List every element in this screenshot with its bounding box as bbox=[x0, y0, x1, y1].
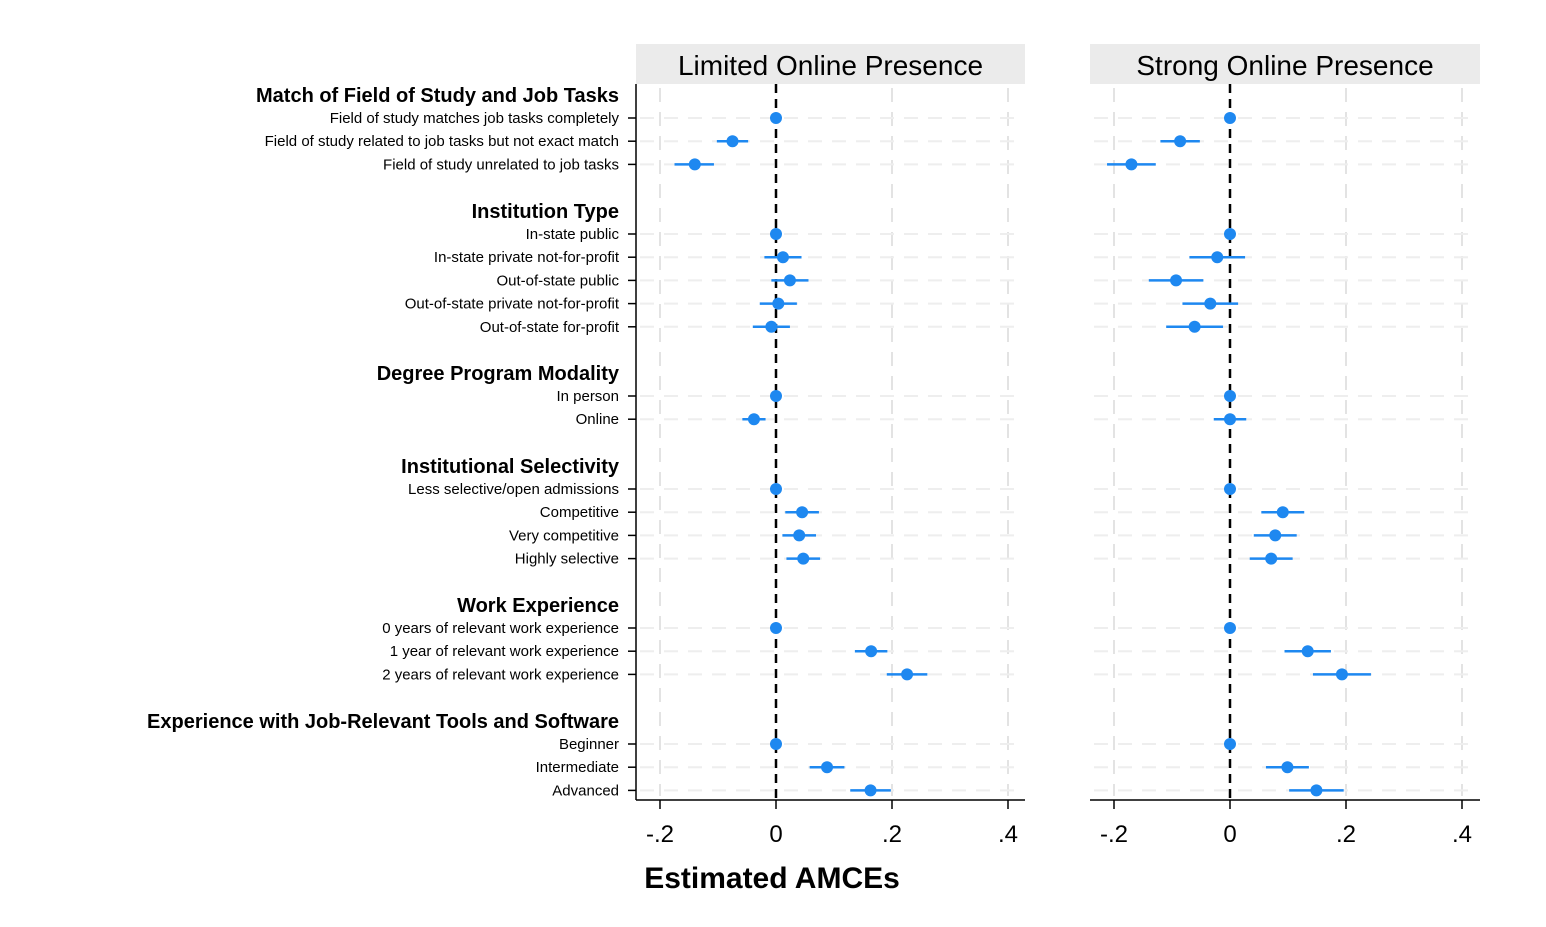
point-estimate bbox=[770, 483, 782, 495]
point-estimate bbox=[776, 251, 789, 264]
point-estimate bbox=[1170, 274, 1183, 287]
group-title: Degree Program Modality bbox=[377, 363, 620, 385]
row-label: In-state public bbox=[526, 226, 620, 243]
row-label: Very competitive bbox=[509, 527, 619, 544]
row-label: Intermediate bbox=[536, 759, 619, 776]
point-estimate bbox=[770, 390, 782, 402]
point-estimate bbox=[1310, 784, 1323, 797]
x-tick-label: -.2 bbox=[1100, 821, 1128, 848]
row-label: 1 year of relevant work experience bbox=[390, 643, 619, 660]
point-estimate bbox=[864, 784, 877, 797]
x-axis-title: Estimated AMCEs bbox=[644, 862, 900, 895]
row-label: In-state private not-for-profit bbox=[434, 249, 620, 266]
x-tick-label: .2 bbox=[882, 821, 902, 848]
point-estimate bbox=[797, 552, 810, 565]
point-estimate bbox=[726, 135, 739, 148]
row-label: Field of study matches job tasks complet… bbox=[330, 110, 620, 127]
row-label: Field of study unrelated to job tasks bbox=[383, 156, 619, 173]
point-estimate bbox=[1224, 228, 1236, 240]
point-estimate bbox=[1224, 622, 1236, 634]
row-label: Online bbox=[576, 411, 619, 428]
row-labels: Match of Field of Study and Job Tasks Ins… bbox=[147, 85, 620, 799]
row-label: In person bbox=[556, 388, 619, 405]
point-estimate bbox=[1224, 112, 1236, 124]
group-title: Institution Type bbox=[472, 201, 619, 223]
panel-header bbox=[1090, 44, 1480, 84]
point-estimate bbox=[1125, 158, 1138, 171]
point-estimate bbox=[770, 738, 782, 750]
point-estimate bbox=[770, 228, 782, 240]
point-estimate bbox=[1224, 483, 1236, 495]
row-label: Highly selective bbox=[515, 551, 619, 568]
group-title: Work Experience bbox=[457, 595, 619, 617]
point-estimate bbox=[1265, 552, 1278, 565]
x-tick-label: .4 bbox=[998, 821, 1018, 848]
panel-title: Strong Online Presence bbox=[1136, 50, 1433, 81]
point-estimate bbox=[747, 413, 760, 426]
point-estimate bbox=[1211, 251, 1224, 264]
point-estimate bbox=[796, 506, 809, 519]
panel-header bbox=[636, 44, 1025, 84]
group-title: Match of Field of Study and Job Tasks bbox=[256, 85, 619, 107]
x-tick-label: .4 bbox=[1452, 821, 1472, 848]
point-estimate bbox=[821, 761, 834, 774]
x-tick-label: -.2 bbox=[646, 821, 674, 848]
point-estimate bbox=[1281, 761, 1294, 774]
point-estimate bbox=[1301, 645, 1314, 658]
x-tick-label: .2 bbox=[1336, 821, 1356, 848]
row-label: Out-of-state public bbox=[496, 272, 619, 289]
point-estimate bbox=[1276, 506, 1289, 519]
point-estimate bbox=[901, 668, 914, 681]
row-label: Less selective/open admissions bbox=[408, 481, 619, 498]
point-estimate bbox=[1188, 320, 1201, 333]
row-label: 0 years of relevant work experience bbox=[382, 620, 619, 637]
x-tick-label: 0 bbox=[1223, 821, 1236, 848]
row-label: Field of study related to job tasks but … bbox=[265, 133, 619, 150]
row-label: Competitive bbox=[540, 504, 619, 521]
panel-limited-online-presence: Limited Online Presence -.2 0 .2 .4 bbox=[628, 44, 1025, 848]
row-label: Advanced bbox=[552, 782, 619, 799]
x-tick-label: 0 bbox=[769, 821, 782, 848]
point-estimate bbox=[1174, 135, 1187, 148]
point-estimate bbox=[1224, 738, 1236, 750]
point-estimate bbox=[688, 158, 701, 171]
panel-title: Limited Online Presence bbox=[678, 50, 983, 81]
point-estimate bbox=[1224, 390, 1236, 402]
point-estimate bbox=[1335, 668, 1348, 681]
group-title: Experience with Job-Relevant Tools and S… bbox=[147, 711, 619, 733]
point-estimate bbox=[783, 274, 796, 287]
group-title: Institutional Selectivity bbox=[401, 456, 620, 478]
row-label: 2 years of relevant work experience bbox=[382, 666, 619, 683]
point-estimate bbox=[865, 645, 878, 658]
panel-strong-online-presence: Strong Online Presence -.2 0 .2 .4 bbox=[1090, 44, 1480, 848]
point-estimate bbox=[770, 112, 782, 124]
point-estimate bbox=[765, 320, 778, 333]
point-estimate bbox=[770, 622, 782, 634]
row-label: Beginner bbox=[559, 736, 619, 753]
point-estimate bbox=[1204, 297, 1217, 310]
row-label: Out-of-state private not-for-profit bbox=[405, 296, 620, 313]
point-estimate bbox=[1269, 529, 1282, 542]
point-estimate bbox=[1224, 413, 1236, 426]
point-estimate bbox=[793, 529, 806, 542]
point-estimate bbox=[772, 297, 785, 310]
row-label: Out-of-state for-profit bbox=[480, 319, 620, 336]
